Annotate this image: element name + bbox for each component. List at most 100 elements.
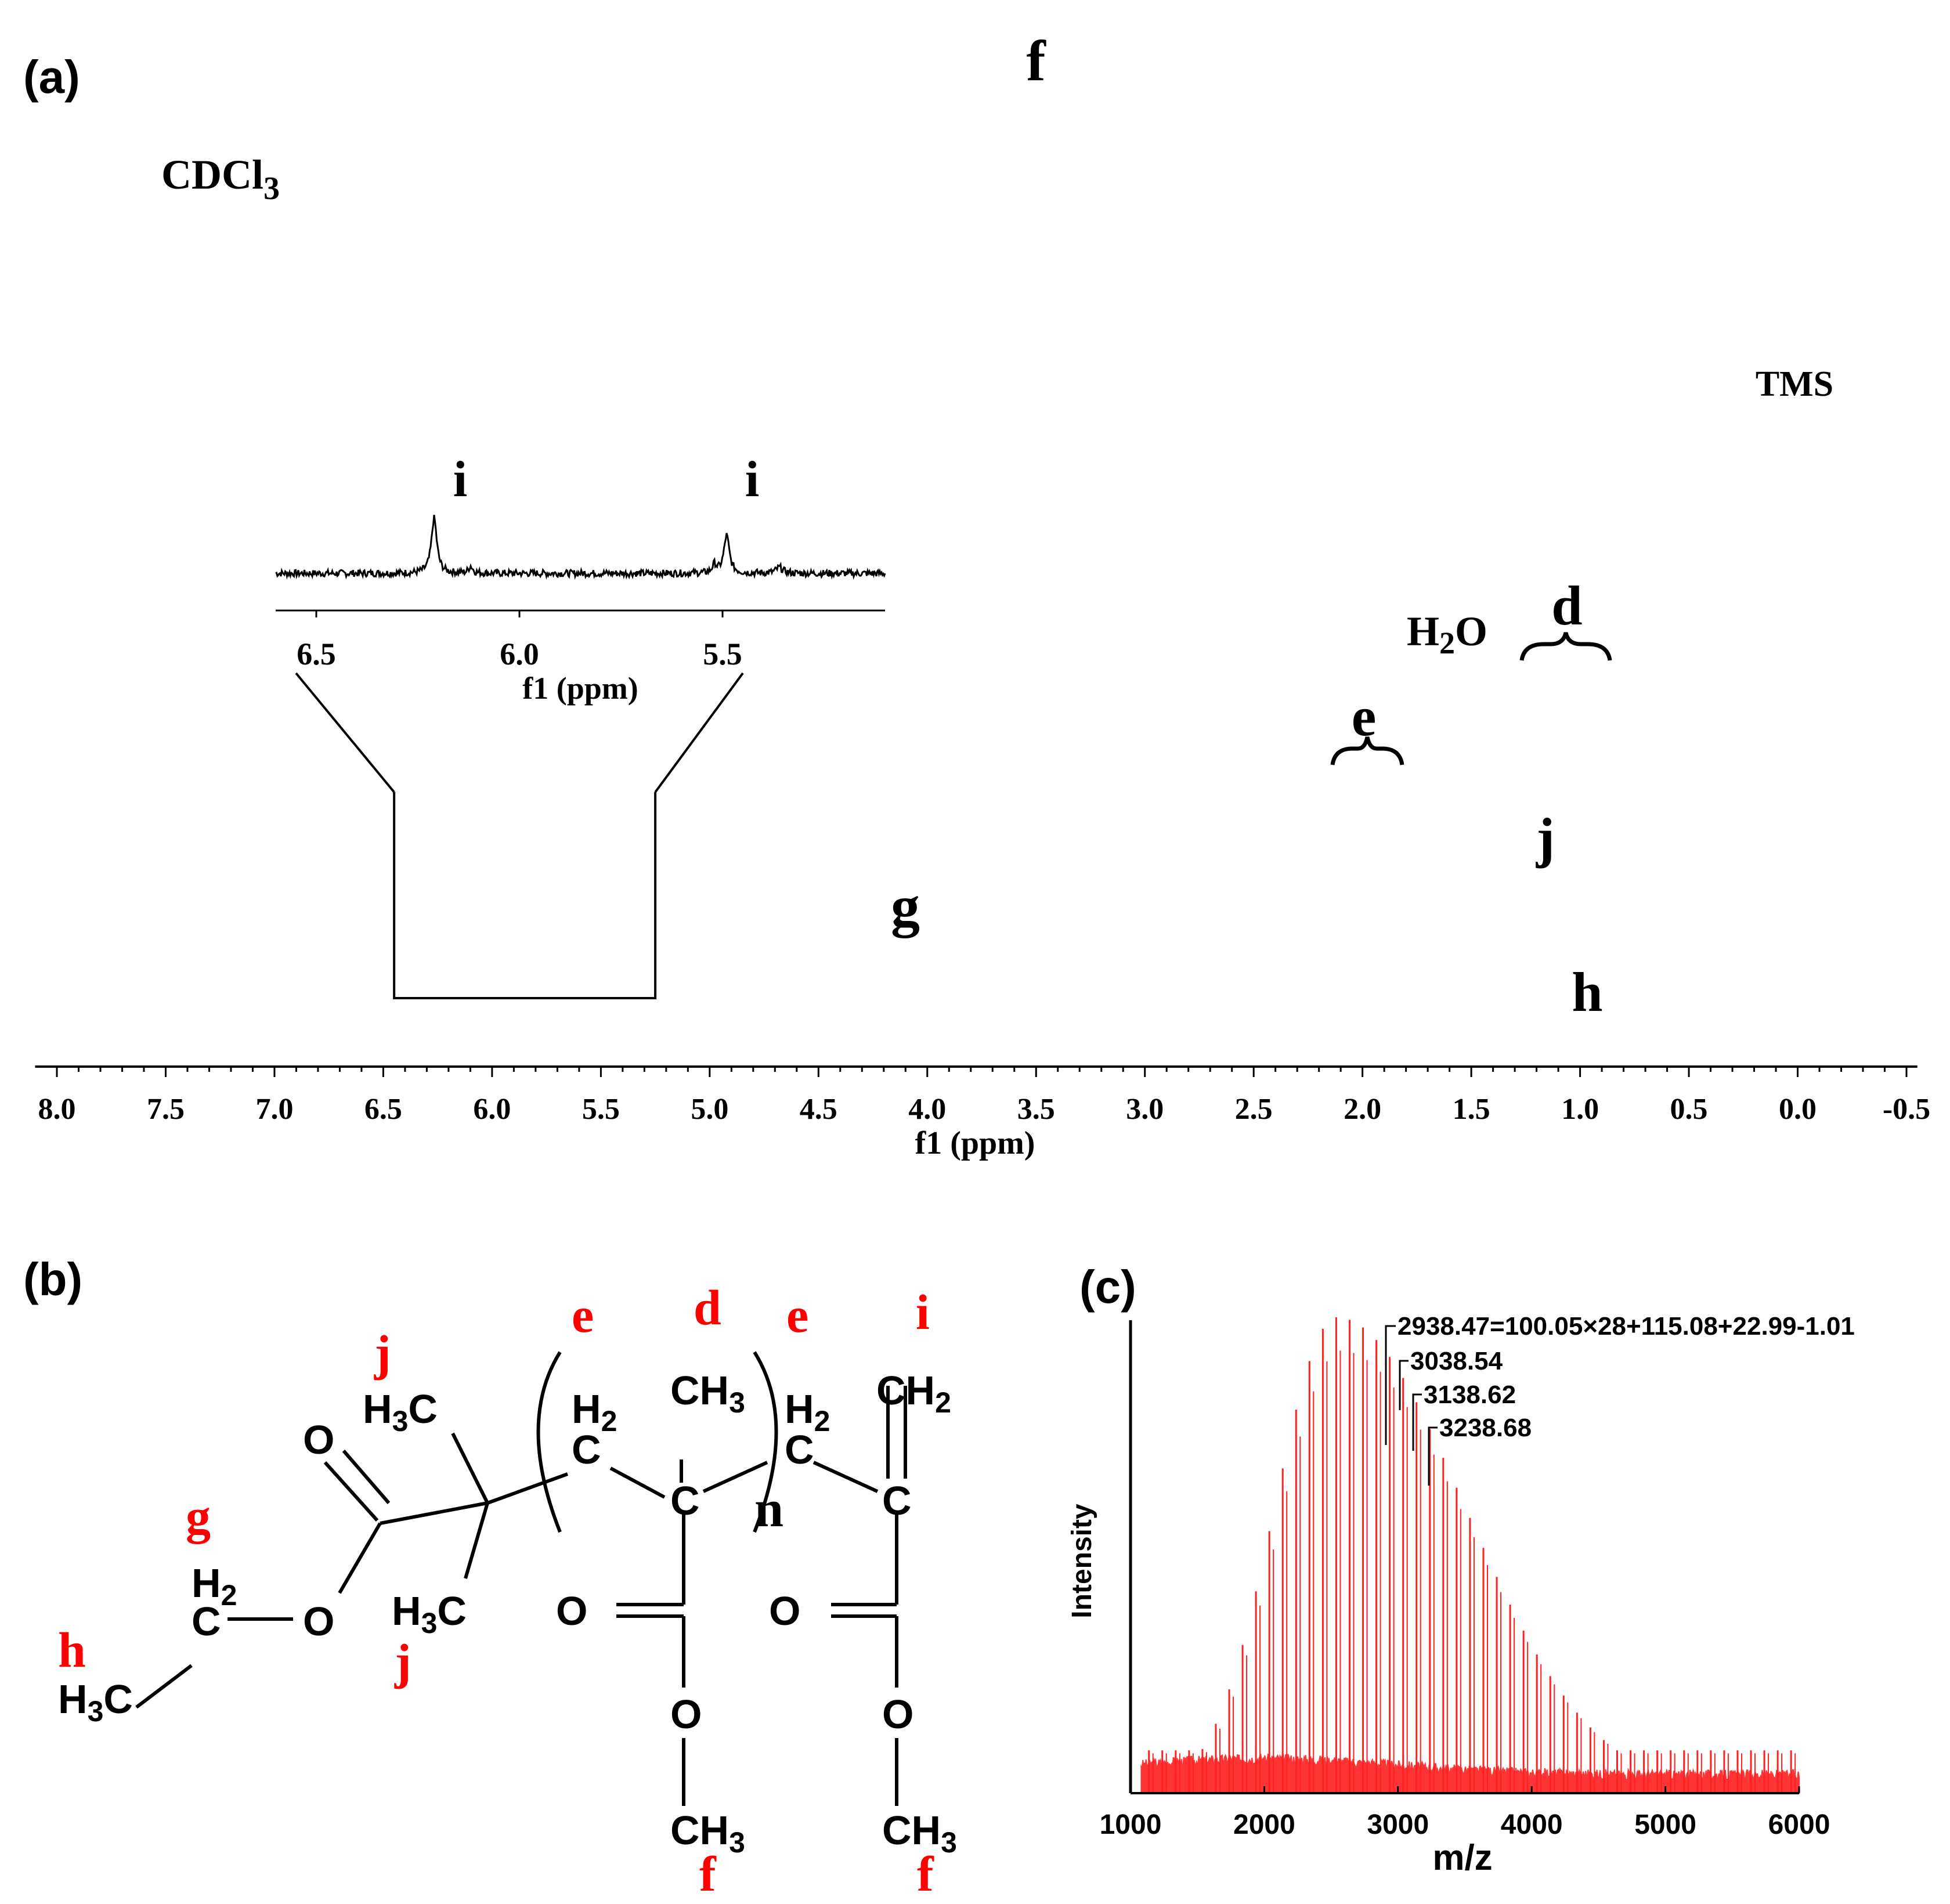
ms-annotations: 2938.47=100.05×28+115.08+22.99-1.01 3038… (1385, 1312, 1855, 1486)
nmr-tick-label: 2.5 (1235, 1093, 1273, 1126)
atom-o-m1: O (670, 1692, 702, 1737)
ms-annotation-2: 3038.54 (1410, 1347, 1503, 1375)
ms-tick-label: 1000 (1100, 1809, 1162, 1840)
nmr-tick-label: 0.0 (1779, 1093, 1817, 1126)
ms-x-axis: 1000 2000 3000 4000 5000 6000 (1100, 1786, 1830, 1840)
atom-o-carbonyl: O (303, 1417, 334, 1462)
atom-h3c-low: H3C (392, 1588, 467, 1639)
ms-x-axis-label: m/z (1432, 1838, 1492, 1878)
nmr-tick-label: 7.0 (255, 1093, 293, 1126)
atom-h2-g: H2 (192, 1560, 237, 1612)
inset-x-axis: 6.5 6.0 5.5 (276, 609, 885, 671)
inset-tick-label: 6.5 (297, 637, 336, 671)
inset-spectrum: 6.5 6.0 5.5 f1 (ppm) i i (275, 451, 886, 706)
ms-y-axis-label: Intensity (1067, 1504, 1097, 1618)
annotation-leader-3 (1412, 1393, 1422, 1451)
inset-peak-label-i-2: i (745, 451, 759, 508)
ms-annotation-3: 3138.62 (1424, 1381, 1516, 1409)
atom-c-main: C (572, 1427, 601, 1472)
peak-label-cdcl3: CDCl3 (161, 151, 280, 207)
panel-label-b: (b) (23, 1253, 82, 1305)
atom-h2-e2: H2 (785, 1386, 830, 1437)
annotation-leader-4 (1428, 1426, 1438, 1486)
nmr-panel: (a) 8.0 7.5 7.0 6.5 6.0 5.5 5.0 4.5 4.0 3.5 3.0 2.5… (23, 28, 1930, 1161)
nmr-tick-label: 4.0 (908, 1093, 946, 1126)
nmr-tick-label: -0.5 (1883, 1093, 1930, 1126)
atom-ch3-f2: CH3 (882, 1808, 957, 1859)
atom-o-m2: O (882, 1692, 913, 1737)
letter-j-top: j (374, 1325, 391, 1381)
atom-ch2-i: CH2 (876, 1368, 951, 1419)
nmr-tick-label: 5.5 (582, 1093, 620, 1126)
nmr-tick-label: 5.0 (691, 1093, 728, 1126)
letter-e2: e (786, 1287, 808, 1343)
nmr-tick-label: 1.5 (1453, 1093, 1490, 1126)
peak-label-g: g (891, 874, 920, 938)
peak-label-e: e (1352, 685, 1377, 747)
panel-label-a: (a) (23, 51, 80, 103)
atom-h3c-top: H3C (363, 1386, 438, 1437)
peak-label-j: j (1536, 807, 1555, 869)
repeat-n: n (754, 1480, 783, 1538)
atom-o-c2: O (769, 1588, 800, 1634)
nmr-tick-label: 2.0 (1344, 1093, 1381, 1126)
letter-d: d (694, 1280, 721, 1335)
inset-peak-label-i-1: i (453, 451, 467, 508)
nmr-x-axis-label: f1 (ppm) (915, 1125, 1035, 1161)
zoom-box (393, 792, 657, 999)
letter-h: h (58, 1622, 86, 1678)
peak-label-tms: TMS (1756, 364, 1833, 404)
structure-atoms: O H3C H2 CH3 H2 CH2 C C C C n H2 C O H3C… (58, 1368, 957, 1859)
peak-label-h: h (1572, 961, 1602, 1023)
nmr-tick-label: 8.0 (38, 1093, 76, 1126)
ms-tick-label: 3000 (1367, 1809, 1429, 1840)
atom-c-end: C (882, 1478, 912, 1523)
zoom-connector-left (295, 672, 395, 793)
nmr-tick-label: 6.0 (473, 1093, 511, 1126)
structure-panel: (b) (23, 1253, 957, 1902)
inset-spectrum-line (275, 515, 886, 580)
letter-g: g (186, 1488, 211, 1544)
letter-f2: f (917, 1846, 934, 1902)
atom-ch3-d: CH3 (670, 1368, 745, 1419)
annotation-leader-1 (1385, 1325, 1396, 1445)
structure-bonds (135, 1351, 907, 1806)
nmr-tick-label: 7.5 (147, 1093, 185, 1126)
atom-h3c-h: H3C (58, 1677, 133, 1728)
brace-d (1519, 632, 1612, 661)
peak-label-d: d (1551, 575, 1582, 637)
ms-tick-label: 2000 (1233, 1809, 1295, 1840)
ms-tick-label: 5000 (1634, 1809, 1696, 1840)
annotation-leader-2 (1399, 1360, 1409, 1410)
letter-f1: f (699, 1846, 717, 1902)
atom-c-g: C (192, 1599, 221, 1644)
structure-letters: j e d e i g h j f f (58, 1280, 934, 1902)
atom-c-quat: C (670, 1478, 700, 1523)
atom-h2-e1: H2 (572, 1386, 617, 1437)
brace-e (1330, 736, 1404, 765)
ms-tick-label: 6000 (1768, 1809, 1830, 1840)
atom-ch3-f1: CH3 (670, 1808, 745, 1859)
letter-j-low: j (394, 1634, 411, 1689)
nmr-tick-label: 3.0 (1126, 1093, 1164, 1126)
inset-tick-label: 5.5 (703, 637, 742, 671)
inset-tick-label: 6.0 (500, 637, 539, 671)
ms-annotation-1: 2938.47=100.05×28+115.08+22.99-1.01 (1398, 1312, 1855, 1341)
peak-label-h2o: H2O (1407, 608, 1487, 660)
nmr-x-axis: 8.0 7.5 7.0 6.5 6.0 5.5 5.0 4.5 4.0 3.5 3.0 2.5 2.0 1… (35, 1065, 1930, 1126)
nmr-tick-label: 1.0 (1561, 1093, 1599, 1126)
peak-label-f: f (1026, 28, 1046, 93)
letter-i: i (916, 1284, 930, 1340)
ms-peaks (1140, 1317, 1800, 1794)
panel-label-c: (c) (1079, 1261, 1136, 1313)
ms-annotation-4: 3238.68 (1439, 1414, 1532, 1442)
ms-panel: (c) 1000 2000 3000 4000 5000 6000 m/z Intensi… (1067, 1261, 1855, 1878)
atom-c-e2: C (785, 1427, 814, 1472)
ms-tick-label: 4000 (1501, 1809, 1563, 1840)
inset-x-axis-label: f1 (ppm) (522, 671, 638, 706)
letter-e1: e (572, 1287, 594, 1343)
nmr-tick-label: 4.5 (800, 1093, 837, 1126)
nmr-tick-label: 0.5 (1670, 1093, 1708, 1126)
atom-o-ester: O (303, 1599, 334, 1644)
